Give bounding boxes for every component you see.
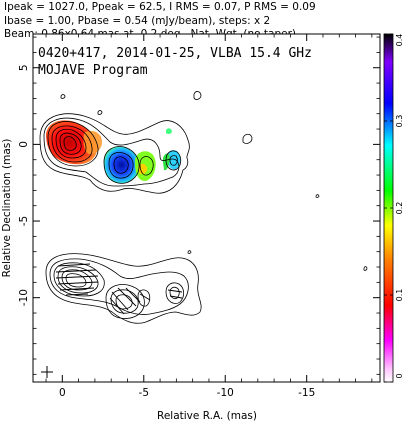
beam-marker (41, 366, 53, 378)
x-tick-label: -10 (217, 387, 234, 399)
x-axis-label: Relative R.A. (mas) (157, 410, 257, 422)
upper-contour-12 (169, 155, 178, 166)
upper-contour-8 (103, 146, 140, 184)
header-line-2: Ibase = 1.00, Pbase = 0.54 (mJy/beam), s… (4, 15, 270, 27)
x-tick-label: -15 (298, 387, 315, 399)
contour-islet-6 (187, 250, 192, 254)
evpa-tick (117, 287, 137, 307)
evpa-tick (57, 281, 99, 285)
contour-islet-2 (242, 133, 253, 144)
evpa-tick (57, 263, 91, 267)
evpa-tick (109, 297, 125, 315)
lower-contour-2 (49, 258, 189, 315)
colorbar-tick-label: 0.1 (395, 289, 404, 302)
evpa-tick (55, 269, 97, 273)
evpa-tick (65, 293, 89, 296)
lower-contour-11 (169, 286, 180, 300)
upper-contour-11 (165, 150, 182, 171)
evpa-tick (59, 287, 95, 291)
evpa-tick (139, 293, 151, 301)
colorbar-tick-label: 0.2 (395, 202, 404, 215)
evpa-tick (125, 287, 141, 303)
evpa-tick (169, 295, 183, 299)
y-tick-label: -5 (18, 216, 30, 226)
lower-contour-outer (45, 253, 202, 324)
y-axis-label: Relative Declination (mas) (1, 139, 13, 278)
y-tick-label: 0 (18, 141, 30, 148)
program-annotation: MOJAVE Program (38, 63, 148, 78)
polarization-vectors (55, 263, 183, 315)
colorbar-tick-label: 0.3 (395, 115, 404, 128)
evpa-tick (111, 291, 129, 311)
lower-contour-8 (110, 289, 139, 314)
source-annotation: 0420+417, 2014-01-25, VLBA 15.4 GHz (38, 46, 312, 61)
colorbar-tick-label: 0 (395, 373, 404, 378)
contour-islet-5 (315, 194, 320, 198)
colorbar-ticks: 0 0.1 0.2 0.3 0.4 (384, 33, 404, 383)
upper-contour-3 (47, 121, 99, 167)
x-axis-ticks: 0 -5 -10 -15 (45, 34, 373, 399)
x-tick-label: -5 (139, 387, 149, 399)
contour-islet-7 (363, 266, 368, 271)
y-tick-label: 5 (18, 64, 30, 71)
evpa-tick (167, 289, 183, 293)
upper-contour-7 (63, 136, 77, 151)
header-line-1: Ipeak = 1027.0, Ppeak = 62.5, I RMS = 0.… (4, 1, 316, 13)
lower-contour-10 (165, 282, 185, 304)
upper-contour-4 (51, 125, 93, 163)
upper-contour-5 (55, 128, 87, 159)
contour-islet-3 (60, 94, 66, 99)
cyan-blob-small (166, 128, 172, 135)
upper-contour-9 (108, 152, 134, 179)
upper-contour-13 (139, 156, 154, 176)
contour-islet-1 (193, 91, 202, 100)
evpa-tick (55, 275, 99, 279)
upper-contour-outer (39, 113, 190, 194)
x-tick-label: 0 (59, 387, 66, 399)
lower-contour-9 (115, 294, 133, 310)
upper-contour-10 (113, 156, 129, 174)
upper-contour-6 (59, 132, 82, 155)
upper-contour-2 (43, 117, 180, 187)
contour-islet-4 (97, 110, 103, 115)
cyan-knot-region (167, 150, 181, 170)
colorbar-tick-label: 0.4 (395, 34, 404, 47)
upper-contours (39, 91, 368, 271)
plot-frame (32, 33, 381, 383)
y-axis-ticks: 5 0 -5 -10 (18, 36, 380, 375)
y-tick-label: -10 (18, 289, 30, 306)
